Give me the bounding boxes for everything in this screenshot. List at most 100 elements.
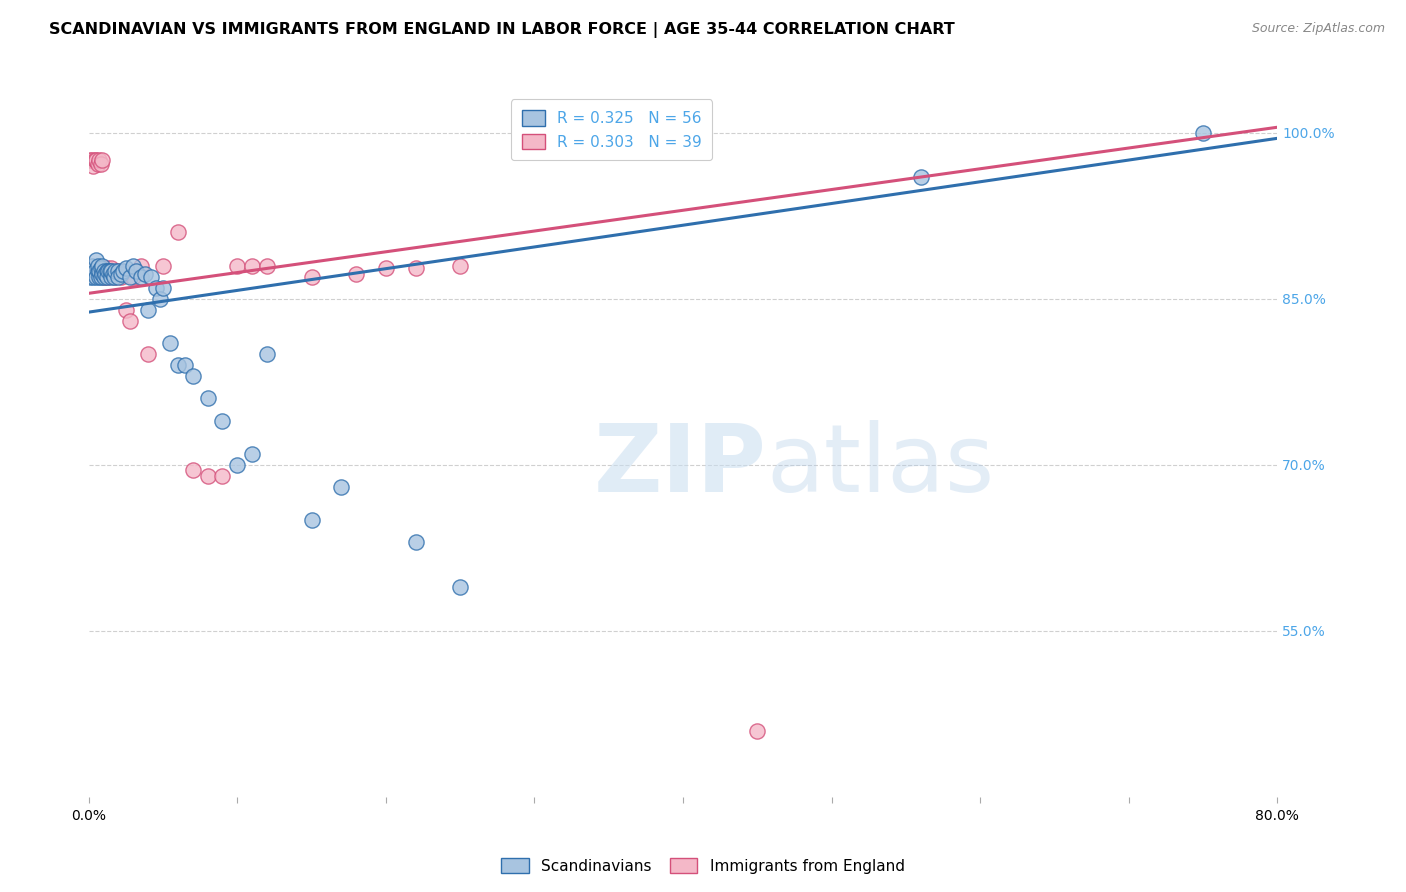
Point [167,226,190,240]
Point [226,458,249,472]
Point [115,260,138,275]
Point [82,159,104,173]
Point [101,268,124,282]
Point [226,259,249,273]
Point [96,264,118,278]
Point [197,469,219,483]
Point [90,269,112,284]
Point [910,170,932,185]
Point [449,580,471,594]
Point [110,268,132,282]
Point [97,264,120,278]
Point [405,260,427,275]
Point [86,264,108,278]
Point [94,268,117,282]
Point [107,264,129,278]
Point [122,259,145,273]
Point [344,268,367,282]
Point [115,302,138,317]
Point [90,260,112,275]
Point [330,480,353,494]
Point [181,369,204,384]
Point [101,268,124,282]
Point [82,269,104,284]
Point [197,392,219,406]
Point [120,314,142,328]
Point [129,259,152,273]
Point [149,292,172,306]
Point [83,153,105,168]
Point [301,513,323,527]
Point [125,264,148,278]
Text: Source: ZipAtlas.com: Source: ZipAtlas.com [1251,22,1385,36]
Point [91,268,114,282]
Point [86,157,108,171]
Point [134,268,156,282]
Point [83,264,105,278]
Text: SCANDINAVIAN VS IMMIGRANTS FROM ENGLAND IN LABOR FORCE | AGE 35-44 CORRELATION C: SCANDINAVIAN VS IMMIGRANTS FROM ENGLAND … [49,22,955,38]
Point [104,264,127,278]
Point [80,153,103,168]
Point [91,153,114,168]
Point [256,347,278,361]
Point [256,259,278,273]
Point [152,259,174,273]
Point [240,259,263,273]
Point [94,264,117,278]
Point [89,264,111,278]
Point [93,264,115,278]
Point [111,264,134,278]
Point [79,269,101,284]
Point [129,269,152,284]
Point [136,347,159,361]
Point [103,269,125,284]
Text: ZIP: ZIP [593,420,766,512]
Point [89,269,111,284]
Point [96,260,118,275]
Text: atlas: atlas [766,420,994,512]
Point [374,260,396,275]
Point [136,302,159,317]
Point [449,259,471,273]
Point [100,269,122,284]
Point [240,447,263,461]
Point [93,269,115,284]
Point [86,259,108,273]
Point [301,269,323,284]
Point [120,269,142,284]
Point [84,269,107,284]
Point [139,269,162,284]
Point [145,281,167,295]
Point [100,260,122,275]
Point [84,253,107,268]
Point [211,414,233,428]
Point [181,463,204,477]
Point [93,269,115,284]
Point [107,264,129,278]
Point [152,281,174,295]
Point [747,723,769,738]
Legend: Scandinavians, Immigrants from England: Scandinavians, Immigrants from England [495,852,911,880]
Point [97,269,120,284]
Point [98,264,121,278]
Point [89,153,111,168]
Point [90,157,112,171]
Point [104,269,127,284]
Point [159,336,181,351]
Point [100,264,122,278]
Point [167,358,190,372]
Point [405,535,427,549]
Point [96,269,118,284]
Point [91,259,114,273]
Legend: R = 0.325   N = 56, R = 0.303   N = 39: R = 0.325 N = 56, R = 0.303 N = 39 [510,100,713,161]
Point [122,269,145,284]
Point [84,153,107,168]
Point [211,469,233,483]
Point [107,269,129,284]
Point [110,269,132,284]
Point [98,264,121,278]
Point [174,358,197,372]
Point [93,260,115,275]
Point [80,259,103,273]
Point [79,153,101,168]
